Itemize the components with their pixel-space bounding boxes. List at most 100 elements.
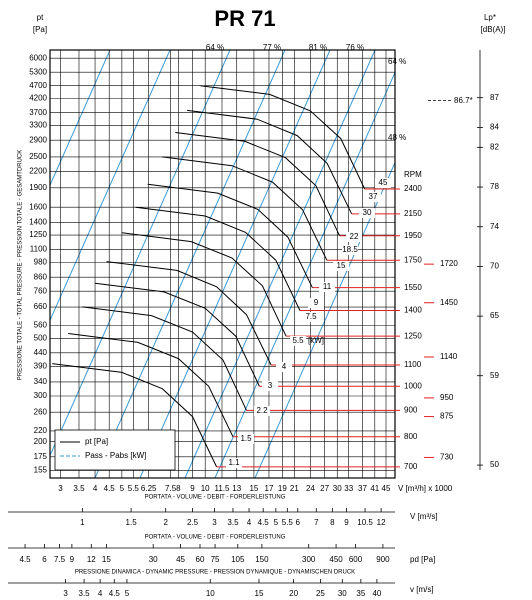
motor-power-bg — [290, 336, 306, 346]
fan-curve — [187, 109, 353, 215]
x-tick-label: 21 — [290, 484, 299, 493]
y-tick-label: 1600 — [29, 202, 47, 211]
chart-title: PR 71 — [214, 6, 275, 31]
y-tick-label: 260 — [34, 407, 48, 416]
rpm-label: 1550 — [404, 283, 422, 292]
y-axis-title: PRESSIONE TOTALE - TOTAL PRESSURE - PRES… — [18, 150, 24, 381]
x-tick-label: 27 — [320, 484, 329, 493]
x-tick-label: 10 — [201, 484, 210, 493]
motor-power-label: 1.5 — [240, 434, 252, 443]
motor-power-label: 11 — [323, 282, 332, 291]
plot-frame — [49, 49, 396, 479]
motor-power-bg — [303, 312, 319, 322]
motor-power-label: 45 — [379, 178, 388, 187]
secondary-tick-label: 2 — [163, 518, 168, 527]
x-tick-label: 7.5 — [165, 484, 177, 493]
secondary-tick-label: 1 — [80, 518, 85, 527]
speed-mark-label: 1450 — [440, 298, 458, 307]
secondary-tick-label: 9 — [70, 555, 75, 564]
secondary-tick-label: 1.5 — [126, 518, 138, 527]
x-tick-label: 19 — [278, 484, 287, 493]
efficiency-guides — [50, 50, 395, 478]
rpm-label: 1400 — [404, 306, 422, 315]
motor-power-bg — [333, 261, 349, 271]
efficiency-label: 76 % — [346, 43, 364, 52]
motor-power-label: 30 — [363, 208, 372, 217]
secondary-tick-label: 150 — [255, 555, 269, 564]
secondary-tick-label: 600 — [349, 555, 363, 564]
x-tick-label: 5 — [120, 484, 125, 493]
y-tick-label: 340 — [34, 377, 48, 386]
x-tick-label: 33 — [344, 484, 353, 493]
motor-power-bg — [262, 381, 278, 391]
efficiency-label: 48 % — [388, 133, 406, 142]
y-tick-label: 860 — [34, 272, 48, 281]
x-tick-label: 13 — [232, 484, 241, 493]
motor-power-label: 4 — [282, 362, 287, 371]
secondary-tick-label: 3 — [63, 589, 68, 598]
secondary-tick-label: 6 — [296, 518, 301, 527]
secondary-tick-label: 25 — [316, 589, 325, 598]
fan-curve — [147, 183, 313, 288]
efficiency-label: 77 % — [263, 43, 281, 52]
secondary-axis-caption: PORTATA - VOLUME - DEBIT - FORDERLEISTUN… — [145, 535, 286, 541]
secondary-tick-label: 40 — [372, 589, 381, 598]
y-unit: [Pa] — [33, 25, 47, 34]
rpm-label: 1100 — [404, 360, 422, 369]
rpm-label: 1950 — [404, 231, 422, 240]
x-tick-label: 3 — [58, 484, 63, 493]
motor-power-bg — [238, 434, 254, 444]
efficiency-guide — [50, 50, 171, 322]
y-tick-label: 4200 — [29, 93, 47, 102]
secondary-tick-label: 10 — [206, 589, 215, 598]
y-tick-label: 4700 — [29, 81, 47, 90]
x-tick-label: 17 — [265, 484, 274, 493]
fan-curve — [52, 363, 218, 468]
x-tick-label: 9 — [190, 484, 195, 493]
y2-tick-label: 50 — [490, 460, 499, 469]
motor-power-bg — [276, 362, 292, 372]
x-tick-label: 6.25 — [141, 484, 157, 493]
speed-mark-label: 1720 — [440, 259, 458, 268]
secondary-tick-label: 10.5 — [357, 518, 373, 527]
y-tick-label: 3300 — [29, 121, 47, 130]
speed-mark-label: 730 — [440, 453, 454, 462]
y-tick-label: 760 — [34, 286, 48, 295]
y2-tick-label: 87 — [490, 93, 499, 102]
legend: pt [Pa] Pass - Pabs [kW] — [54, 429, 176, 471]
motor-power-label: 2.2 — [256, 406, 268, 415]
legend-box — [54, 429, 176, 471]
y-tick-label: 200 — [34, 437, 48, 446]
efficiency-guide — [214, 71, 395, 478]
x-tick-label: 15 — [249, 484, 258, 493]
y-tick-label: 5300 — [29, 67, 47, 76]
secondary-tick-label: 12 — [377, 518, 386, 527]
y-tick-label: 1250 — [29, 230, 47, 239]
y2-tick-label: 82 — [490, 142, 499, 151]
motor-power-bg — [359, 208, 375, 218]
y2-tick-label: 70 — [490, 262, 499, 271]
fan-curve — [94, 282, 260, 387]
motor-power-bg — [226, 458, 242, 468]
motor-power-bg — [346, 232, 362, 242]
y-tick-label: 155 — [34, 466, 48, 475]
y2-tick-label: 84 — [490, 123, 499, 132]
x-tick-label: 5.5 — [128, 484, 140, 493]
x-axis-title: V [m³/h] x 1000 — [398, 484, 453, 493]
efficiency-guide — [50, 50, 111, 187]
y2-tick-label: 59 — [490, 371, 499, 380]
efficiency-label: 81 % — [309, 43, 327, 52]
secondary-tick-label: 15 — [255, 589, 264, 598]
efficiency-guide — [254, 161, 395, 478]
secondary-tick-label: 15 — [102, 555, 111, 564]
x-tick-label: 37 — [358, 484, 367, 493]
fan-curve — [200, 85, 366, 190]
motor-power-label: 18.5 — [342, 245, 358, 254]
y-tick-label: 6000 — [29, 53, 47, 62]
x-tick-label: 30 — [333, 484, 342, 493]
fan-curve — [82, 306, 247, 411]
y2-tick-label: 74 — [490, 222, 499, 231]
